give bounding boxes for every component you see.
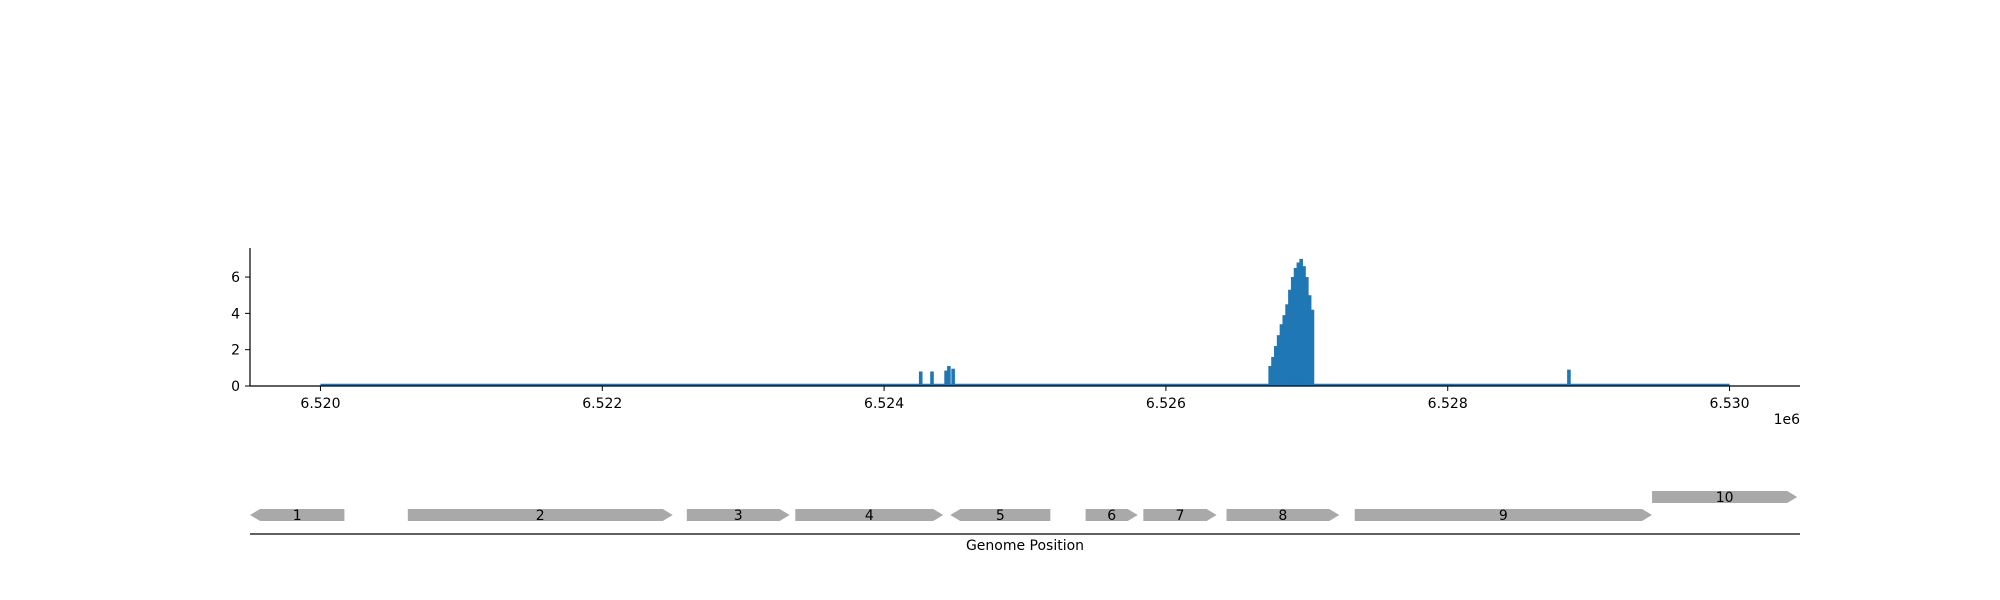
gene-arrow [950, 509, 1051, 521]
coverage-bar [1307, 295, 1312, 386]
y-tick-label: 6 [231, 270, 240, 286]
coverage-bar [1288, 289, 1292, 386]
gene-label: 2 [536, 508, 545, 524]
x-axis-ticks: 6.520 6.522 6.524 6.526 6.528 6.530 [300, 386, 1750, 412]
gene-arrow [407, 509, 673, 521]
x-tick-label: 6.530 [1709, 396, 1749, 412]
y-tick-label: 2 [231, 343, 240, 359]
coverage-panel: 0 2 4 6 6.520 6.522 6.524 6.526 6.528 6.530 1e6 [231, 248, 1800, 428]
gene-arrow [1226, 509, 1340, 521]
coverage-bar [947, 366, 951, 386]
gene-arrow [795, 509, 944, 521]
gene-label: 7 [1176, 508, 1185, 524]
x-offset-label: 1e6 [1774, 412, 1801, 428]
gene-arrow [1652, 491, 1798, 503]
coverage-bar [1279, 324, 1284, 386]
x-axis-label: Genome Position [966, 538, 1084, 554]
gene-label: 4 [865, 508, 874, 524]
coverage-bar [1274, 346, 1278, 386]
gene-label: 5 [996, 508, 1005, 524]
coverage-bar [951, 368, 955, 386]
gene-arrow [1085, 509, 1138, 521]
gene-arrow [250, 509, 345, 521]
coverage-bar [1268, 366, 1272, 386]
gene-label: 8 [1278, 508, 1287, 524]
coverage-bar [1290, 277, 1295, 386]
coverage-bar [1567, 369, 1571, 386]
coverage-bar [1305, 277, 1309, 386]
gene-arrow [686, 509, 790, 521]
gene-track: 1 2 3 4 5 6 7 8 9 10 Genome Position [250, 490, 1800, 554]
coverage-bar [1296, 262, 1301, 386]
x-tick-label: 6.520 [300, 396, 340, 412]
coverage-bar [1310, 309, 1315, 386]
x-tick-label: 6.524 [864, 396, 904, 412]
y-tick-label: 0 [231, 379, 240, 395]
x-tick-label: 6.526 [1146, 396, 1186, 412]
coverage-bar [1293, 267, 1298, 386]
gene-arrow [1354, 509, 1653, 521]
gene-label: 1 [293, 508, 302, 524]
gene-label: 10 [1716, 490, 1734, 506]
coverage-bar [918, 371, 923, 386]
coverage-bar [1276, 335, 1281, 386]
y-tick-label: 4 [231, 306, 240, 322]
gene-label: 3 [734, 508, 743, 524]
gene-label: 9 [1499, 508, 1508, 524]
coverage-bar [930, 371, 934, 386]
gene-arrow [1143, 509, 1217, 521]
coverage-bar [1282, 315, 1287, 386]
x-tick-label: 6.522 [582, 396, 622, 412]
coverage-bar [944, 370, 948, 386]
gene-arrows: 1 2 3 4 5 6 7 8 9 10 [250, 490, 1798, 524]
coverage-bar [1285, 304, 1289, 386]
gene-label: 6 [1107, 508, 1116, 524]
coverage-bar [1271, 356, 1275, 386]
coverage-bars [918, 258, 1571, 386]
x-tick-label: 6.528 [1428, 396, 1468, 412]
coverage-bar [1299, 258, 1303, 386]
coverage-bar [1302, 266, 1306, 386]
y-axis-ticks: 0 2 4 6 [231, 270, 250, 395]
